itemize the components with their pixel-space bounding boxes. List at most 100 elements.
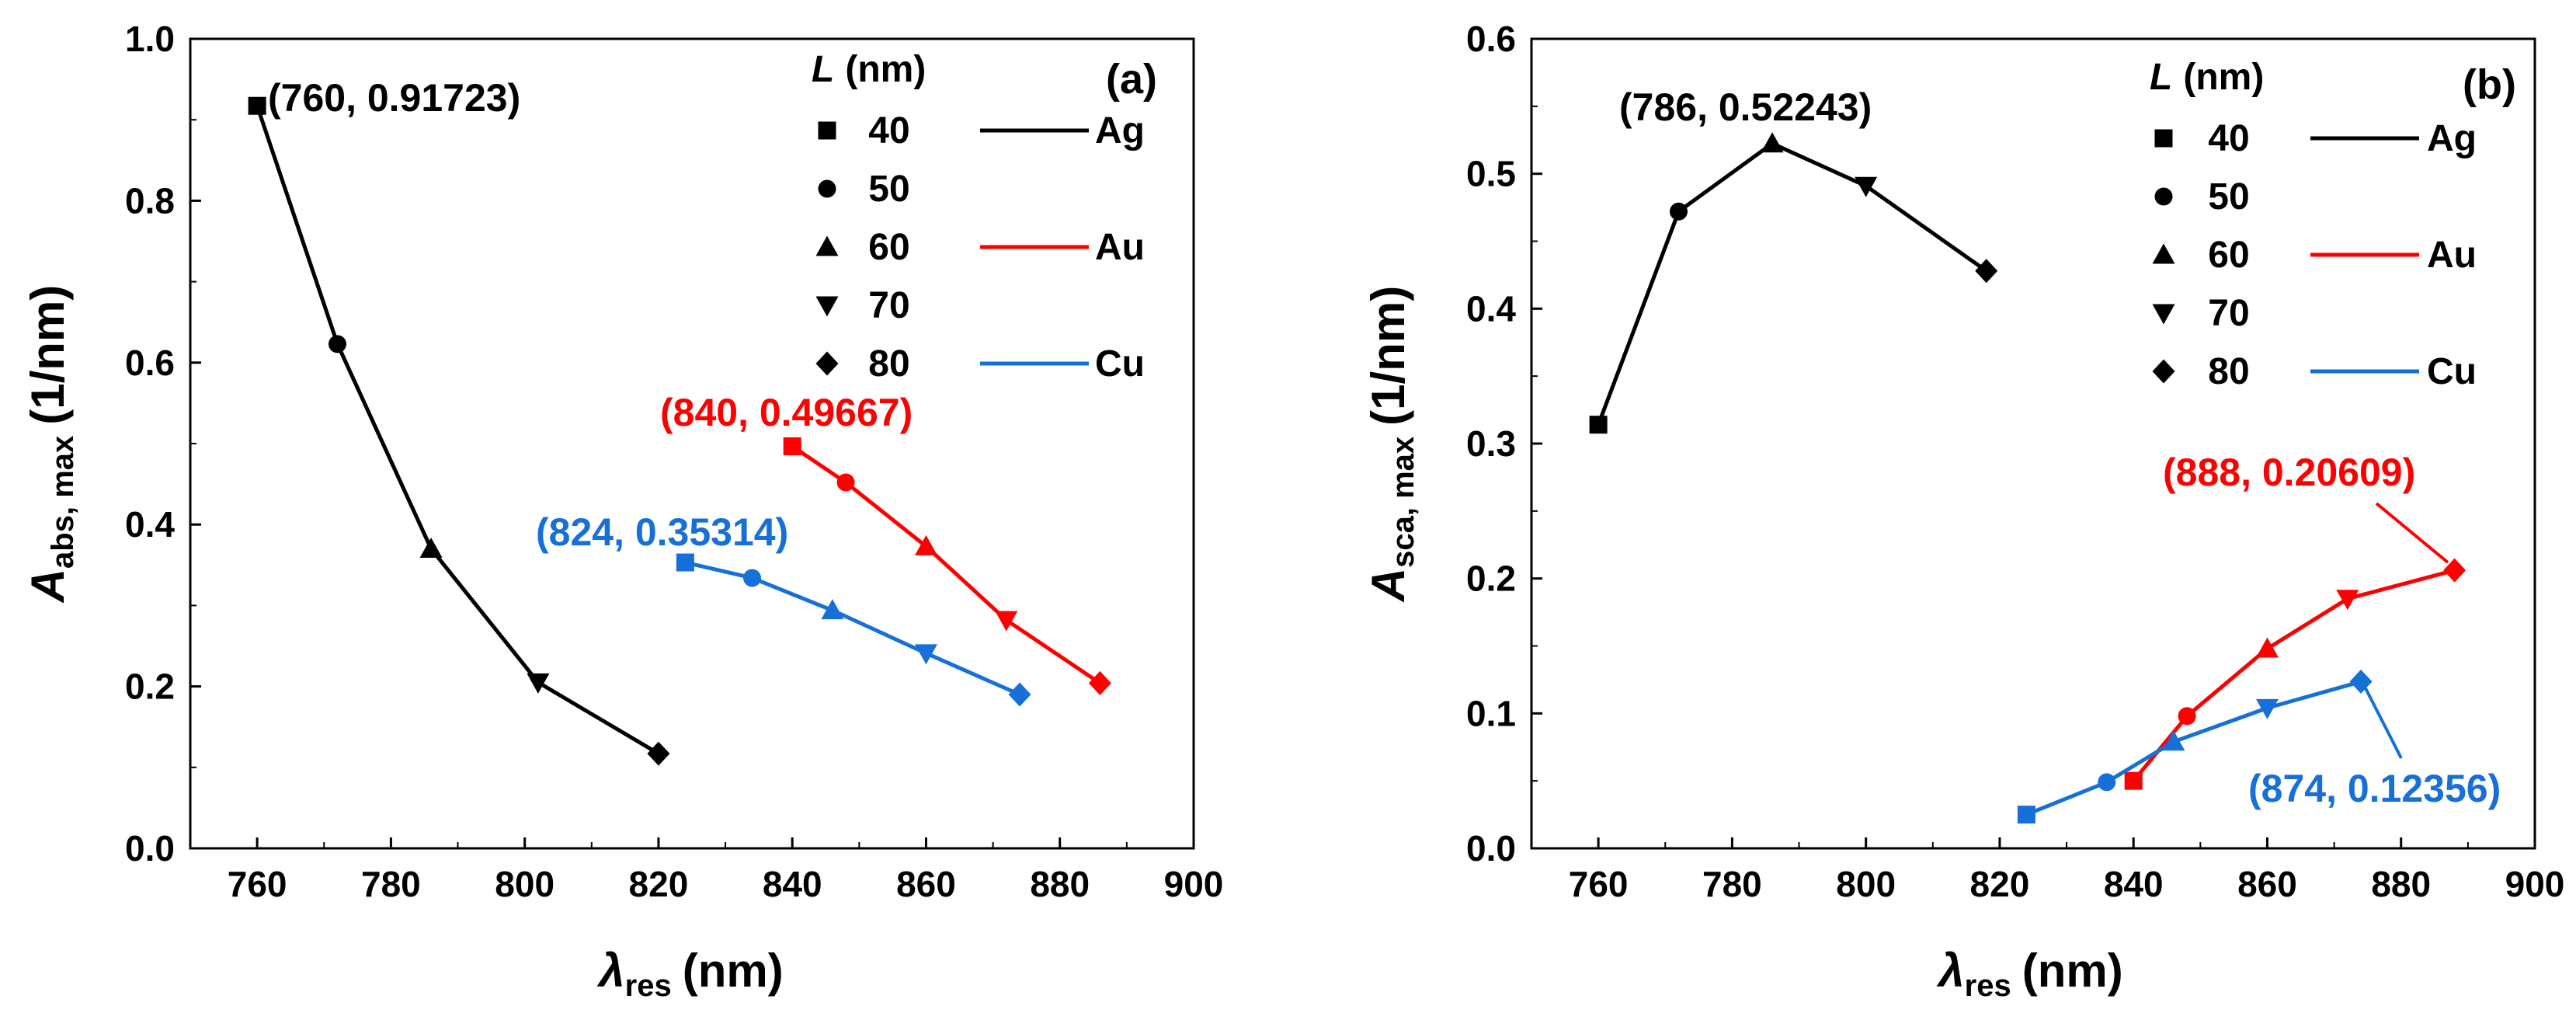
x-tick-label: 880 [1030,864,1090,904]
panel-label-b: (b) [2463,61,2516,108]
legend-size-70: 70 [2152,293,2250,334]
legend-marker-square [2154,129,2173,148]
legend-size-entries-a: 40 50 60 70 80 [815,110,910,385]
y-tick-label: 0.6 [125,343,175,383]
x-tick-label: 800 [495,864,554,904]
legend-marker-triangle-down [2152,304,2175,325]
data-point-ag-3 [1761,132,1784,153]
data-point-au-3 [914,534,937,555]
data-point-cu-2 [743,569,762,587]
legend-marker-diamond [815,351,839,376]
x-ticks-b: 760 780 800 820 840 860 880 900 [1531,837,2564,904]
y-tick-label: 0.3 [1466,423,1516,464]
legend-marker-circle [2154,187,2173,206]
data-point-au-1 [783,437,801,455]
x-tick-label: 900 [1164,864,1224,904]
annotation-leader-au-b [2375,502,2449,564]
legend-size-60: 60 [815,227,910,268]
data-point-cu-3 [821,599,844,620]
data-point-ag-2 [328,335,346,353]
svg-text:Au: Au [2427,235,2477,276]
svg-text:Ag: Ag [1095,110,1145,151]
legend-size-40: 40 [818,110,910,151]
panel-b: 760 780 800 820 840 860 880 900 0.0 0.1 0.2 0.3 0.4… [1362,19,2564,1003]
legend-marker-square [818,121,836,140]
data-point-cu-5 [2349,669,2373,694]
legend-marker-triangle-up [815,235,839,256]
x-tick-label: 780 [361,864,421,904]
y-tick-label: 0.4 [125,504,175,545]
x-ticks-a: 760 780 800 820 840 860 880 900 [189,837,1224,904]
legend-size-50: 50 [818,169,910,210]
svg-text:Ag: Ag [2427,118,2477,159]
plot-frame-a [189,37,1195,850]
legend-size-60: 60 [2152,235,2250,276]
annotation-leader-cu-b [2364,688,2403,759]
y-tick-label: 0.4 [1466,288,1516,329]
legend-title-b: L (nm) [2150,57,2264,98]
x-tick-label: 800 [1836,864,1896,904]
data-point-cu-2 [2098,773,2116,792]
annotation-au-max-b: (888, 0.20609) [2163,451,2415,494]
data-point-ag-4 [1855,176,1878,197]
svg-text:70: 70 [868,285,909,326]
data-point-ag-5 [1975,259,1998,284]
y-tick-label: 0.5 [1466,154,1516,194]
legend-material-au: Au [2310,235,2477,276]
data-point-au-5 [2443,558,2466,583]
legend-marker-triangle-down [815,296,839,317]
data-point-cu-1 [2017,806,2035,824]
legend-material-au: Au [980,227,1145,268]
annotation-au-max-a: (840, 0.49667) [660,391,913,434]
legend-b: L (nm) 40 50 60 70 80 Ag Au Cu [2150,57,2477,392]
data-point-cu-4 [914,644,937,665]
y-tick-label: 0.6 [1466,19,1516,59]
x-tick-label: 820 [629,864,689,904]
data-point-au-5 [1088,670,1111,695]
y-tick-label: 0.0 [1466,828,1516,869]
data-point-cu-4 [2255,698,2279,719]
data-point-au-3 [2255,637,2279,658]
legend-title-a: L (nm) [812,49,926,90]
data-point-au-4 [2336,590,2359,611]
series-layer-a [248,96,1111,766]
y-axis-title-b: Asca, max(1/nm) [1362,286,1420,603]
x-tick-label: 760 [228,864,287,904]
x-tick-label: 840 [763,864,822,904]
x-tick-label: 900 [2505,864,2565,904]
y-tick-label: 0.0 [125,828,175,869]
annotation-ag-max-a: (760, 0.91723) [268,76,520,120]
svg-text:40: 40 [2208,118,2249,159]
x-tick-label: 840 [2104,864,2164,904]
x-axis-title-b: λres (nm) [1936,945,2122,1003]
panel-label-a: (a) [1106,56,1157,103]
legend-size-50: 50 [2154,176,2250,218]
y-ticks-a: 0.0 0.2 0.4 0.6 0.8 1.0 [125,19,201,869]
data-point-cu-5 [1008,682,1031,707]
legend-material-cu: Cu [2310,351,2477,392]
x-axis-title-a: λres (nm) [596,945,783,1003]
series-layer-b [1589,132,2466,824]
svg-text:50: 50 [2208,176,2249,218]
y-axis-title-a: Aabs, max(1/nm) [22,285,80,604]
data-point-ag-5 [647,741,670,766]
data-point-ag-4 [527,673,550,694]
svg-text:Cu: Cu [2427,351,2477,392]
y-tick-label: 0.2 [125,667,175,707]
data-point-ag-3 [419,537,443,558]
y-tick-label: 1.0 [125,19,175,59]
x-tick-label: 820 [1970,864,2030,904]
x-tick-label: 860 [896,864,956,904]
svg-text:70: 70 [2208,293,2249,334]
x-tick-label: 780 [1702,864,1762,904]
svg-text:Cu: Cu [1095,343,1145,385]
svg-text:60: 60 [868,227,909,268]
data-point-cu-1 [676,553,694,572]
legend-material-ag: Ag [980,110,1145,151]
x-tick-label: 760 [1569,864,1629,904]
svg-text:80: 80 [2208,351,2249,392]
annotation-ag-max-b: (786, 0.52243) [1619,85,1872,129]
data-point-ag-1 [248,96,266,115]
panel-a: 760 780 800 820 840 860 880 900 0.0 0.2 0.4 0.6 0.8… [22,19,1223,1003]
